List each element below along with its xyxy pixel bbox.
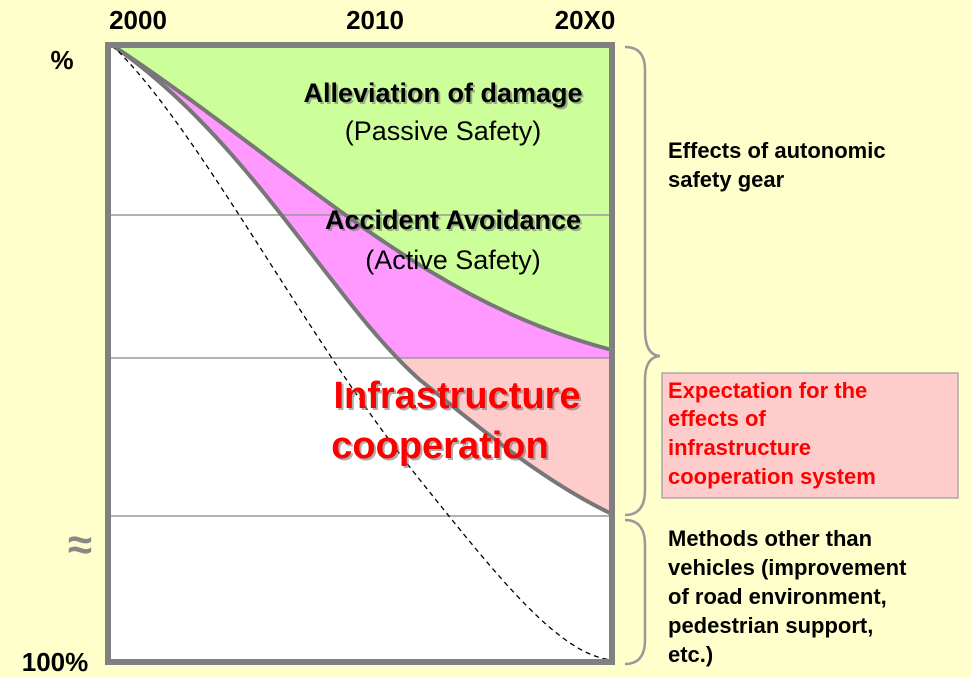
region-label: (Passive Safety) xyxy=(345,116,542,146)
bracket-note: Expectation for the xyxy=(668,378,867,403)
active-area xyxy=(112,45,612,358)
region-label: cooperation xyxy=(331,425,548,467)
bracket-note: Effects of autonomic xyxy=(668,138,886,163)
grid xyxy=(108,214,612,517)
x-label: 20X0 xyxy=(555,5,616,35)
bracket-note: infrastructure xyxy=(668,435,811,460)
y-label: 100% xyxy=(22,647,89,677)
x-label: 2010 xyxy=(346,5,404,35)
bracket-note: pedestrian support, xyxy=(668,613,873,638)
passive-area xyxy=(112,45,612,350)
bracket-note: vehicles (improvement xyxy=(668,555,907,580)
upper-curve xyxy=(110,43,613,352)
frame xyxy=(105,42,615,665)
y-label: % xyxy=(50,45,73,75)
note-box xyxy=(661,372,959,499)
region-label: Accident Avoidance xyxy=(325,205,581,235)
bracket-note: cooperation system xyxy=(668,464,876,489)
braces xyxy=(624,45,661,666)
infra-area xyxy=(397,358,612,514)
region-label: (Active Safety) xyxy=(365,245,541,275)
bracket-note: Methods other than xyxy=(668,526,872,551)
x-label: 2000 xyxy=(109,5,167,35)
region-label: Alleviation of damage xyxy=(303,78,582,108)
break-mark: ≈ xyxy=(68,521,92,570)
bracket-note: etc.) xyxy=(668,642,713,667)
bracket-note: safety gear xyxy=(668,167,785,192)
dashed-curve xyxy=(111,44,613,661)
region-label: Infrastructure xyxy=(333,375,580,417)
bracket-note: of road environment, xyxy=(668,584,887,609)
lower-curve xyxy=(110,43,613,516)
bracket-note: effects of xyxy=(668,406,766,431)
